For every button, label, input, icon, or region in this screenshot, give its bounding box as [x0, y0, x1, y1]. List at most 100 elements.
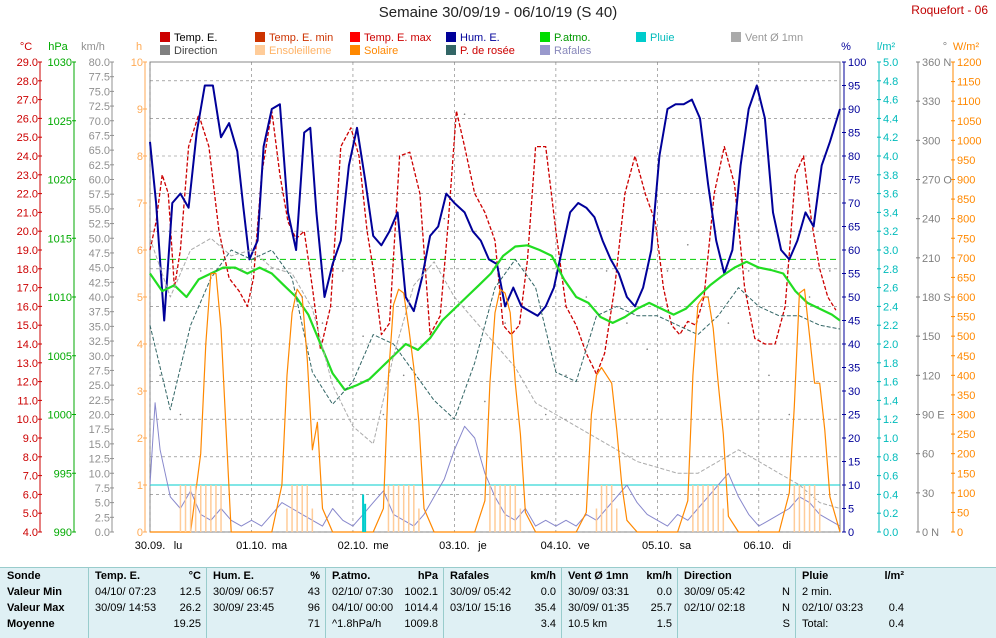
page-title: Semaine 30/09/19 - 06/10/19 (S 40): [378, 4, 618, 21]
axis-tick-temp: 5.0: [23, 508, 38, 520]
axis-tick-temp: 22.0: [17, 189, 38, 201]
stats-cell-row: 30/09/ 03:31 0.0: [562, 584, 678, 600]
axis-tick-dir: 240: [922, 214, 940, 226]
axis-tick-wind: 70.0: [89, 116, 110, 128]
axis-tick-temp: 14.0: [17, 339, 38, 351]
axis-tick-temp: 11.0: [17, 395, 38, 407]
axis-tick-wind: 7.5: [95, 483, 110, 495]
legend-swatch: [255, 32, 265, 42]
point-direction: [727, 322, 730, 324]
point-direction: [321, 322, 324, 324]
axis-tick-hum: 50: [848, 292, 860, 304]
point-direction: [686, 243, 689, 246]
axis-tick-solar: 550: [957, 312, 975, 324]
point-direction: [159, 374, 161, 377]
stats-time: 30/09/ 23:45: [213, 602, 275, 614]
point-direction: [666, 270, 669, 272]
series-p-atmo-: [149, 244, 841, 391]
axis-tick-rain: 1.0: [883, 433, 898, 445]
stats-cell-row: 19.25: [89, 616, 207, 632]
stats-header-label: P.atmo.: [332, 570, 371, 582]
axis-tick-temp: 13.0: [17, 358, 38, 370]
stats-value: 0.0: [656, 586, 672, 598]
axis-tick-rain: 3.2: [883, 226, 898, 238]
axis-tick-temp: 23.0: [17, 170, 38, 182]
stats-time: 02/10/ 02:18: [684, 602, 746, 614]
legend-gusts: Rafales: [540, 45, 591, 57]
axis-tick-dir: 60: [922, 449, 934, 461]
point-direction: [504, 322, 506, 324]
axis-tick-dir: 30: [922, 488, 934, 500]
stats-value: 96: [307, 602, 320, 614]
stats-cell-row: 10.5 km 1.5: [562, 616, 678, 632]
axis-tick-rain: 4.0: [883, 151, 898, 163]
axis-tick-temp: 6.0: [23, 489, 38, 501]
legend-swatch: [731, 32, 741, 42]
axis-tick-temp: 26.0: [17, 113, 38, 125]
axis-tick-hum: 80: [848, 151, 860, 163]
stats-value: 19.25: [173, 618, 201, 630]
axis-tick-sun: 0: [137, 527, 143, 539]
axis-tick-hum: 60: [848, 245, 860, 257]
x-tick-day: ma: [272, 540, 288, 552]
series-solaire: [150, 272, 841, 533]
axis-tick-temp: 28.0: [17, 76, 38, 88]
stats-header: P.atmo. hPa: [326, 568, 444, 584]
stats-time: 03/10/ 15:16: [450, 602, 512, 614]
stats-unit: %: [310, 570, 320, 582]
point-direction: [402, 374, 405, 377]
axis-tick-rain: 3.0: [883, 245, 898, 257]
axis-tick-wind: 35.0: [89, 321, 110, 333]
axis-tick-solar: 50: [957, 507, 969, 519]
axis-tick-wind: 65.0: [89, 145, 110, 157]
point-direction: [240, 270, 243, 272]
point-direction: [362, 335, 364, 337]
x-tick-label: 06.10.: [744, 540, 775, 552]
x-tick-label: 04.10.: [541, 540, 572, 552]
stats-unit: hPa: [417, 570, 438, 582]
stats-value: N: [782, 602, 790, 614]
axis-tick-wind: 67.5: [89, 130, 110, 142]
axis-tick-rain: 4.6: [883, 95, 898, 107]
axis-tick-rain: 1.8: [883, 358, 898, 370]
axis-tick-rain: 4.4: [883, 113, 898, 125]
axis-tick-hum: 0: [848, 527, 854, 539]
stats-cell-row: 3.4: [444, 616, 562, 632]
axis-tick-hum: 5: [848, 504, 854, 516]
legend-swatch: [350, 45, 360, 55]
legend-wind: Vent Ø 1mn: [731, 32, 803, 44]
legend-swatch: [255, 45, 265, 55]
stats-time: 02/10/ 03:23: [802, 602, 864, 614]
axis-tick-temp: 8.0: [23, 452, 38, 464]
axis-tick-solar: 650: [957, 272, 975, 284]
point-direction: [829, 270, 831, 272]
stats-cell-row: 30/09/ 06:57 43: [207, 584, 326, 600]
point-direction: [707, 296, 709, 298]
axis-tick-dir: 300: [922, 135, 940, 147]
stats-value: 26.2: [179, 602, 201, 614]
stats-header-label: Direction: [684, 570, 732, 582]
x-tick-label: 01.10.: [236, 540, 267, 552]
axis-tick-press: 995: [54, 468, 72, 480]
legend-swatch: [350, 32, 360, 42]
legend-temp-min: Temp. E. min: [255, 32, 333, 44]
point-direction: [382, 413, 385, 416]
axis-tick-temp: 27.0: [17, 95, 38, 107]
stats-value: S: [782, 618, 790, 630]
point-direction: [260, 217, 263, 220]
point-direction: [341, 270, 344, 272]
axis-unit-temp: °C: [20, 41, 32, 53]
axis-tick-sun: 4: [137, 339, 143, 351]
point-direction: [484, 400, 486, 403]
axis-tick-solar: 400: [957, 370, 975, 382]
axis-tick-temp: 7.0: [23, 471, 38, 483]
legend-temp-max: Temp. E. max: [350, 32, 431, 44]
axis-tick-hum: 20: [848, 433, 860, 445]
stats-time: 04/10/ 00:00: [332, 602, 394, 614]
axis-tick-hum: 15: [848, 457, 860, 469]
stats-column: Hum. E.% 30/09/ 06:57 43 30/09/ 23:45 96 71: [206, 568, 326, 638]
legend-swatch: [540, 32, 550, 42]
axis-tick-hum: 40: [848, 339, 860, 351]
stats-time: 30/09/ 05:42: [684, 586, 746, 598]
axes-layer: 30.09. lu 01.10. ma 02.10. me 03.10. je 04.10. ve…: [17, 41, 982, 552]
